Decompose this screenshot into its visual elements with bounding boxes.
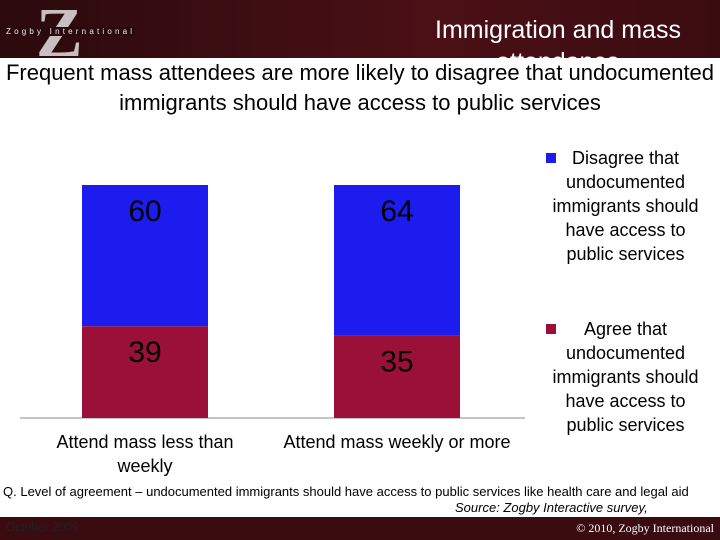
legend-label: Agree that undocumented immigrants shoul…	[552, 319, 699, 435]
legend-swatch	[546, 324, 556, 334]
date: October 2009	[6, 520, 79, 534]
legend-label: Disagree that undocumented immigrants sh…	[552, 148, 699, 264]
bar-segment	[82, 326, 208, 418]
x-tick-label: Attend mass less than weekly	[56, 432, 234, 476]
bar-segment	[334, 335, 460, 418]
logo-text: Zogby International	[6, 27, 136, 36]
footer: October 2009 © 2010, Zogby International	[0, 517, 720, 540]
data-label: 64	[380, 195, 413, 228]
source-note: Source: Zogby Interactive survey,	[455, 500, 648, 515]
bar-segment	[334, 185, 460, 336]
data-label: 35	[380, 346, 413, 379]
bar-segment	[82, 185, 208, 327]
data-label: 39	[128, 336, 161, 369]
question-note: Q. Level of agreement – undocumented imm…	[3, 484, 689, 499]
chart-title: Frequent mass attendees are more likely …	[0, 58, 720, 118]
data-label: 60	[128, 195, 161, 228]
copyright: © 2010, Zogby International	[576, 521, 714, 535]
legend-swatch	[546, 153, 556, 163]
x-tick-label: Attend mass weekly or more	[283, 432, 511, 452]
